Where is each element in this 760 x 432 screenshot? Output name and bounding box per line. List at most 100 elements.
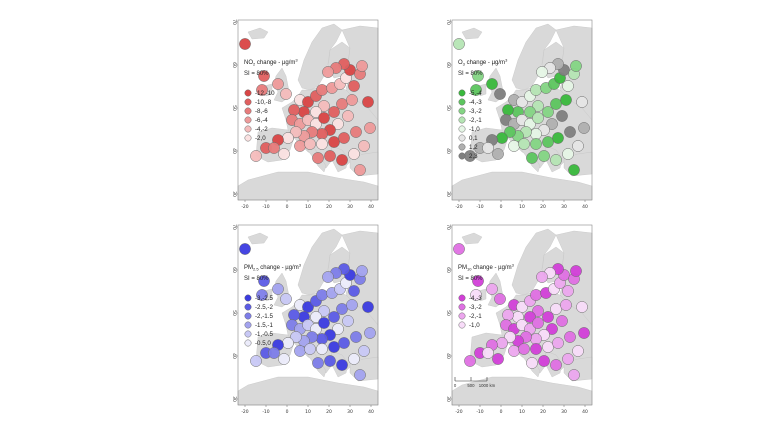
legend-label: 2,3: [469, 153, 478, 160]
station-marker: [346, 94, 358, 106]
station-marker: [564, 331, 576, 343]
station-marker: [542, 311, 554, 323]
station-marker: [526, 357, 538, 369]
station-marker: [290, 331, 302, 343]
station-marker: [494, 88, 506, 100]
station-marker: [316, 128, 328, 140]
x-tick-label: 30: [347, 409, 353, 415]
station-marker: [362, 301, 374, 313]
station-marker: [486, 78, 498, 90]
station-marker: [364, 122, 376, 134]
station-marker: [282, 337, 294, 349]
station-marker: [542, 106, 554, 118]
scale-bar-label: 0: [454, 383, 457, 388]
x-tick-label: 30: [561, 409, 567, 415]
station-marker: [256, 289, 268, 301]
station-marker: [570, 60, 582, 72]
y-tick-label: 50: [445, 105, 451, 111]
legend-title: PM10 change - µg/m3: [458, 263, 515, 272]
station-marker: [348, 285, 360, 297]
station-marker: [453, 243, 465, 255]
station-marker: [322, 271, 334, 283]
station-marker: [470, 84, 482, 96]
x-tick-label: -10: [476, 409, 483, 415]
legend-swatch: [458, 312, 466, 320]
station-marker: [530, 128, 542, 140]
y-tick-label: 50: [231, 310, 237, 316]
station-marker: [464, 355, 476, 367]
station-marker: [312, 357, 324, 369]
x-tick-label: 20: [326, 204, 332, 210]
x-tick-label: 40: [582, 409, 588, 415]
station-marker: [316, 138, 328, 150]
station-marker: [536, 271, 548, 283]
station-marker: [336, 154, 348, 166]
station-marker: [294, 140, 306, 152]
station-marker: [272, 78, 284, 90]
station-marker: [524, 311, 536, 323]
station-marker: [328, 341, 340, 353]
legend-label: -0.5,0: [255, 340, 271, 347]
station-marker: [280, 293, 292, 305]
x-tick-label: 40: [582, 204, 588, 210]
station-marker: [288, 104, 300, 116]
station-marker: [572, 345, 584, 357]
x-tick-label: 10: [305, 204, 311, 210]
station-marker: [508, 140, 520, 152]
station-marker: [518, 343, 530, 355]
y-tick-label: 60: [445, 62, 451, 68]
x-tick-label: -20: [241, 409, 248, 415]
legend-swatch: [458, 143, 466, 151]
legend-swatch: [458, 134, 466, 142]
y-tick-label: 60: [445, 267, 451, 273]
station-marker: [532, 112, 544, 124]
station-marker: [318, 317, 330, 329]
x-tick-label: -20: [241, 204, 248, 210]
station-marker: [568, 164, 580, 176]
station-marker: [312, 152, 324, 164]
x-tick-label: 20: [540, 204, 546, 210]
station-marker: [348, 148, 360, 160]
legend-swatch: [244, 339, 252, 347]
legend-label: -2,-1.5: [255, 313, 273, 320]
scale-bar-label: 1000 km: [479, 383, 496, 388]
station-marker: [310, 311, 322, 323]
station-marker: [530, 333, 542, 345]
station-marker: [564, 126, 576, 138]
legend-title: NO2 change - µg/m3: [244, 58, 298, 67]
station-marker: [556, 110, 568, 122]
station-marker: [532, 100, 544, 112]
station-marker: [328, 136, 340, 148]
station-marker: [318, 305, 330, 317]
station-marker: [316, 289, 328, 301]
legend-title: PM2.5 change - µg/m3: [244, 263, 302, 272]
station-marker: [562, 80, 574, 92]
legend-label: -1,0: [469, 126, 480, 133]
station-marker: [524, 106, 536, 118]
station-marker: [288, 309, 300, 321]
y-tick-label: 40: [231, 353, 237, 359]
station-marker: [358, 345, 370, 357]
legend-pm10: PM10 change - µg/m3 SI = 80% -4,-3 -3,-2 -2,…: [458, 263, 515, 330]
x-tick-label: 40: [368, 409, 374, 415]
legend-label: -3,-2: [469, 108, 482, 115]
station-marker: [310, 106, 322, 118]
x-tick-label: 30: [561, 204, 567, 210]
station-marker: [346, 299, 358, 311]
legend-swatch: [458, 152, 466, 160]
legend-label: -6,-4: [255, 117, 268, 124]
legend-no2: NO2 change - µg/m3 SI = 80% -12,-10 -10,-8 -…: [244, 58, 298, 143]
station-marker: [482, 347, 494, 359]
station-marker: [568, 369, 580, 381]
station-marker: [336, 303, 348, 315]
station-marker: [316, 333, 328, 345]
legend-swatch: [244, 107, 252, 115]
legend-label: -12,-10: [255, 90, 275, 97]
station-marker: [453, 38, 465, 50]
scale-bar: 0 500 1000 km: [454, 377, 496, 388]
station-marker: [336, 98, 348, 110]
station-marker: [272, 283, 284, 295]
legend-label: -3,-2.5: [255, 295, 273, 302]
station-marker: [536, 66, 548, 78]
station-marker: [492, 148, 504, 160]
